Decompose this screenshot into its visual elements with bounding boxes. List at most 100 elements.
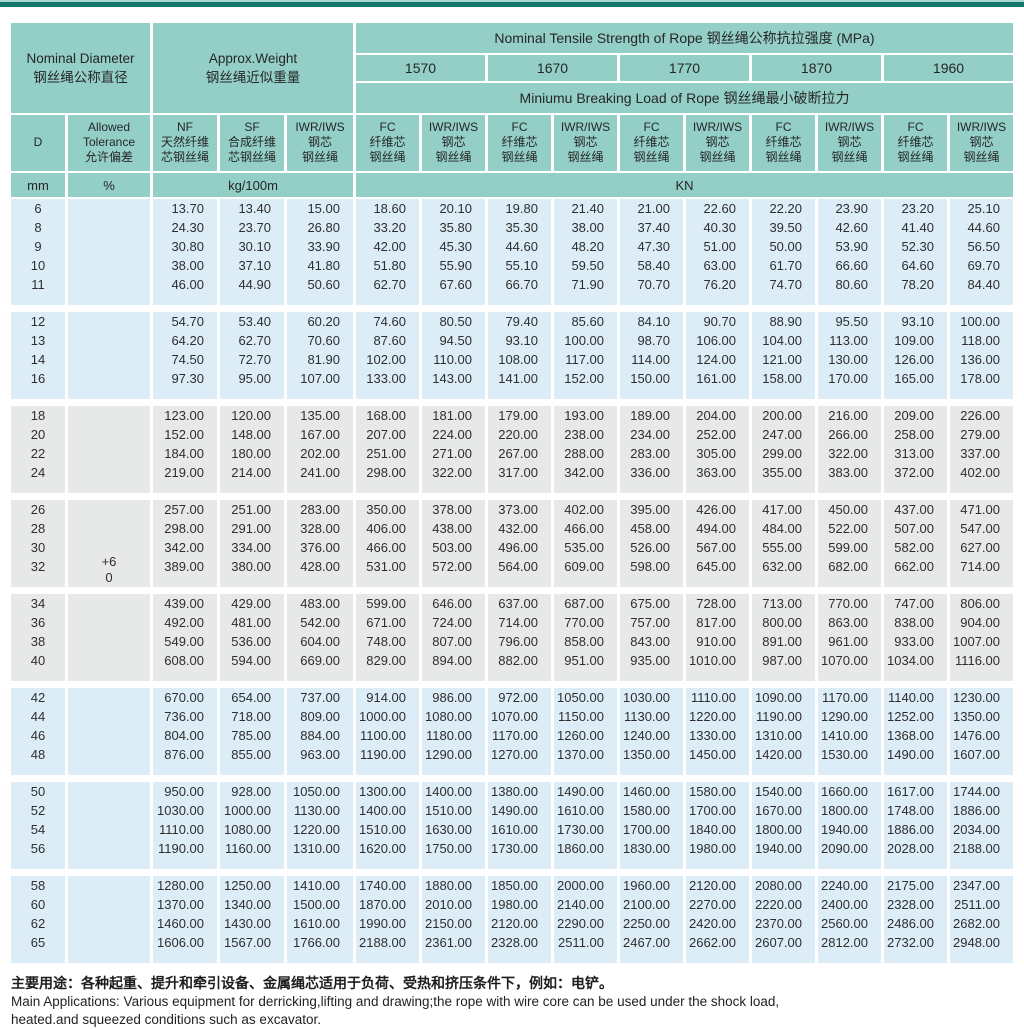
value-cell: 328.00	[287, 519, 353, 538]
table-row: 54 1110.00 1080.00 1220.00 1510.00 1630.00 161…	[11, 820, 1013, 839]
value-cell: 1420.00	[752, 745, 815, 764]
value-cell: 373.00	[488, 500, 551, 519]
value-cell: 258.00	[884, 425, 947, 444]
pad-cell	[220, 764, 284, 775]
value-cell: 363.00	[686, 463, 749, 482]
value-cell: 1766.00	[287, 933, 353, 952]
value-cell: 1476.00	[950, 726, 1013, 745]
value-cell: 439.00	[153, 594, 217, 613]
diameter-cell: 54	[11, 820, 65, 839]
value-cell: 402.00	[554, 500, 617, 519]
value-cell: 437.00	[884, 500, 947, 519]
unit-label: KN	[356, 173, 1013, 199]
value-cell: 608.00	[153, 651, 217, 670]
value-cell: 22.20	[752, 199, 815, 218]
value-cell: 214.00	[220, 463, 284, 482]
value-cell: 1130.00	[287, 801, 353, 820]
diameter-cell: 24	[11, 463, 65, 482]
column-header-line: SF	[244, 120, 260, 134]
table-row: 26 +6 0 257.00 251.00 283.00 350.00 378.00 373.0…	[11, 500, 1013, 587]
pad-cell	[11, 764, 65, 775]
value-cell: 1280.00	[153, 876, 217, 895]
value-cell: 858.00	[554, 632, 617, 651]
group-padding-row	[11, 482, 1013, 493]
value-cell: 202.00	[287, 444, 353, 463]
value-cell: 118.00	[950, 331, 1013, 350]
value-cell: 1800.00	[818, 801, 881, 820]
value-cell: 1940.00	[752, 839, 815, 858]
value-cell: 1030.00	[620, 688, 683, 707]
pad-cell	[950, 482, 1013, 493]
header-nominal-diameter-zh: 钢丝绳公称直径	[33, 70, 128, 85]
data-group: 34 439.00 429.00 483.00 599.00 646.00 637.00 68…	[11, 594, 1013, 688]
value-cell: 1400.00	[422, 782, 485, 801]
value-cell: 1110.00	[153, 820, 217, 839]
value-cell: 108.00	[488, 350, 551, 369]
header-approx-weight-en: Approx.Weight	[208, 51, 298, 66]
gap-cell	[11, 399, 1013, 406]
value-cell: 450.00	[818, 500, 881, 519]
pad-cell	[686, 670, 749, 681]
diameter-cell: 9	[11, 237, 65, 256]
value-cell: 904.00	[950, 613, 1013, 632]
value-cell: 37.10	[220, 256, 284, 275]
value-cell: 1886.00	[950, 801, 1013, 820]
value-cell: 120.00	[220, 406, 284, 425]
value-cell: 180.00	[220, 444, 284, 463]
value-cell: 51.80	[356, 256, 419, 275]
value-cell: 2250.00	[620, 914, 683, 933]
value-cell: 1610.00	[287, 914, 353, 933]
pad-cell	[488, 858, 551, 869]
pad-cell	[818, 482, 881, 493]
value-cell: 179.00	[488, 406, 551, 425]
value-cell: 13.40	[220, 199, 284, 218]
pad-cell	[686, 764, 749, 775]
pad-cell	[220, 388, 284, 399]
pad-cell	[287, 294, 353, 305]
unit-label: mm	[11, 173, 65, 199]
value-cell: 56.50	[950, 237, 1013, 256]
column-header-line: 天然纤维	[160, 135, 209, 149]
table-row: 52 1030.00 1000.00 1130.00 1400.00 1510.00 149…	[11, 801, 1013, 820]
header-nominal-diameter: Nominal Diameter 钢丝绳公称直径	[11, 23, 150, 115]
value-cell: 234.00	[620, 425, 683, 444]
value-cell: 98.70	[620, 331, 683, 350]
header-tensile-strength-title: Nominal Tensile Strength of Rope 钢丝绳公称抗拉…	[356, 23, 1013, 55]
value-cell: 378.00	[422, 500, 485, 519]
value-cell: 1670.00	[752, 801, 815, 820]
value-cell: 204.00	[686, 406, 749, 425]
column-header: FC 纤维芯 钢丝绳	[752, 115, 815, 173]
value-cell: 594.00	[220, 651, 284, 670]
value-cell: 107.00	[287, 369, 353, 388]
value-cell: 110.00	[422, 350, 485, 369]
value-cell: 53.90	[818, 237, 881, 256]
table-row: 42 670.00 654.00 737.00 914.00 986.00 972.00 10…	[11, 688, 1013, 775]
diameter-cell: 52	[11, 801, 65, 820]
value-cell: 438.00	[422, 519, 485, 538]
pad-cell	[220, 670, 284, 681]
value-cell: 84.40	[950, 275, 1013, 294]
value-cell: 288.00	[554, 444, 617, 463]
value-cell: 757.00	[620, 613, 683, 632]
value-cell: 271.00	[422, 444, 485, 463]
value-cell: 536.00	[220, 632, 284, 651]
tolerance-cell	[68, 876, 150, 963]
value-cell: 1730.00	[554, 820, 617, 839]
value-cell: 54.70	[153, 312, 217, 331]
value-cell: 604.00	[287, 632, 353, 651]
value-cell: 637.00	[488, 594, 551, 613]
column-header-line: 纤维芯	[369, 135, 406, 149]
pad-cell	[752, 858, 815, 869]
value-cell: 2328.00	[488, 933, 551, 952]
value-cell: 1700.00	[620, 820, 683, 839]
value-cell: 114.00	[620, 350, 683, 369]
value-cell: 1860.00	[554, 839, 617, 858]
value-cell: 44.60	[488, 237, 551, 256]
value-cell: 417.00	[752, 500, 815, 519]
column-header-line: 钢丝绳	[831, 150, 868, 164]
value-cell: 41.80	[287, 256, 353, 275]
value-cell: 251.00	[220, 500, 284, 519]
diameter-cell: 22	[11, 444, 65, 463]
diameter-cell: 65	[11, 933, 65, 952]
value-cell: 894.00	[422, 651, 485, 670]
